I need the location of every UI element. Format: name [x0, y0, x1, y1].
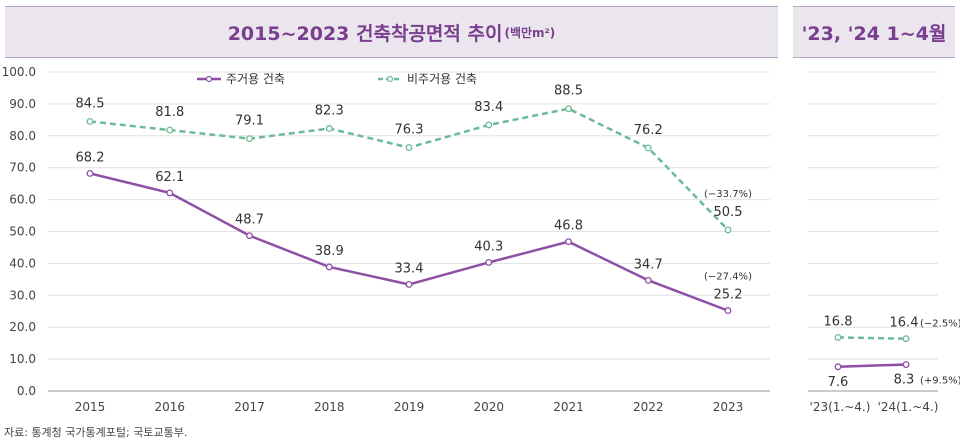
- legend-marker: [386, 75, 394, 83]
- residential-point: [86, 169, 94, 177]
- x-tick-label: 2019: [394, 400, 425, 414]
- non-residential-point: [86, 117, 94, 125]
- x-tick-label: 2018: [314, 400, 345, 414]
- non-residential-point: [325, 125, 333, 132]
- non-residential-point: [405, 144, 413, 152]
- data-label: 33.4: [395, 261, 424, 276]
- y-tick-label: 0.0: [17, 384, 36, 398]
- side-non-residential-line: [837, 336, 907, 340]
- main-chart-title: 2015~2023 건축착공면적 추이 (백만m²): [5, 6, 778, 58]
- x-tick-label: 2023: [713, 400, 744, 414]
- residential-point: [724, 307, 732, 315]
- side-residential-point: [834, 363, 842, 371]
- x-tick-label: '23(1.~4.): [810, 400, 871, 414]
- y-tick-label: 50.0: [9, 225, 36, 239]
- main-title-text: 2015~2023 건축착공면적 추이: [227, 22, 503, 45]
- residential-point: [565, 238, 572, 246]
- x-tick-label: 2022: [633, 400, 664, 414]
- legend-label: 주거용 건축: [226, 72, 285, 86]
- main-title-unit: (백만m²): [504, 25, 556, 40]
- side-chart-title: '23, '24 1~4월: [793, 6, 955, 58]
- x-tick-label: 2016: [154, 400, 185, 414]
- y-tick-label: 80.0: [9, 129, 36, 143]
- y-tick-label: 20.0: [9, 320, 36, 334]
- data-label: 40.3: [474, 239, 503, 254]
- y-tick-label: 100.0: [2, 65, 36, 79]
- residential-point: [405, 281, 413, 288]
- side-title-text: '23, '24 1~4월: [801, 22, 947, 45]
- annotation-label: (−2.5%): [920, 319, 960, 330]
- x-tick-label: '24(1.~4.): [878, 400, 939, 414]
- data-label: 25.2: [714, 288, 743, 303]
- residential-point: [644, 276, 652, 284]
- non-residential-point: [644, 144, 652, 152]
- data-label: 81.8: [155, 105, 184, 120]
- residential-point: [246, 232, 253, 240]
- data-label: 84.5: [76, 96, 105, 111]
- x-tick-label: 2017: [234, 400, 265, 414]
- y-tick-label: 40.0: [9, 256, 36, 270]
- non-residential-point: [166, 126, 174, 134]
- non-residential-point: [246, 135, 253, 143]
- data-label: 82.3: [315, 103, 344, 118]
- data-label: 38.9: [315, 244, 344, 259]
- residential-point: [166, 189, 174, 197]
- y-tick-label: 60.0: [9, 193, 36, 207]
- source-note: 자료: 통계청 국가통계포털; 국토교통부.: [4, 426, 188, 439]
- y-tick-label: 90.0: [9, 97, 36, 111]
- non-residential-point: [485, 121, 493, 129]
- y-tick-label: 30.0: [9, 288, 36, 302]
- data-label: 83.4: [474, 100, 503, 115]
- data-label: 88.5: [554, 84, 583, 99]
- y-tick-label: 70.0: [9, 161, 36, 175]
- data-label: 16.8: [824, 314, 853, 329]
- data-label: 50.5: [714, 205, 743, 220]
- data-label: 34.7: [634, 257, 663, 272]
- residential-point: [325, 263, 333, 271]
- legend-marker: [205, 75, 213, 83]
- annotation-label: (−33.7%): [704, 189, 752, 200]
- annotation-label: (+9.5%): [920, 376, 960, 387]
- x-tick-label: 2021: [553, 400, 584, 414]
- side-residential-point: [902, 361, 910, 368]
- annotation-label: (−27.4%): [704, 272, 752, 283]
- residential-point: [485, 258, 493, 266]
- x-tick-label: 2015: [75, 400, 106, 414]
- data-label: 68.2: [76, 150, 105, 165]
- x-tick-label: 2020: [473, 400, 504, 414]
- data-label: 76.2: [634, 123, 663, 138]
- data-label: 79.1: [235, 114, 264, 129]
- data-label: 7.6: [828, 375, 849, 390]
- data-label: 48.7: [235, 213, 264, 228]
- data-label: 46.8: [554, 219, 583, 234]
- non-residential-point: [565, 105, 572, 113]
- side-residential-line: [837, 363, 907, 369]
- data-label: 8.3: [894, 373, 915, 388]
- side-non-residential-point: [834, 333, 842, 341]
- data-label: 16.4: [890, 316, 919, 331]
- side-non-residential-point: [902, 335, 910, 343]
- data-label: 62.1: [155, 170, 184, 185]
- legend-label: 비주거용 건축: [407, 72, 477, 86]
- residential-line: [89, 172, 729, 312]
- non-residential-point: [724, 226, 732, 234]
- data-label: 76.3: [395, 123, 424, 138]
- y-tick-label: 10.0: [9, 352, 36, 366]
